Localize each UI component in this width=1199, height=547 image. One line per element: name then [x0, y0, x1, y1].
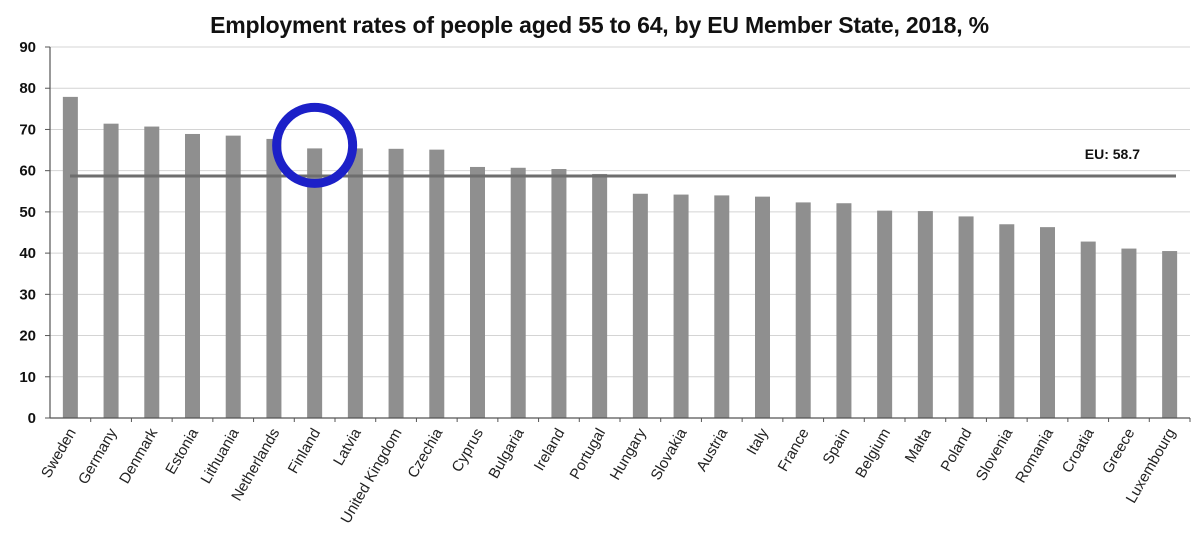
y-tick-labels: 0 10 20 30 40 50 60 70 80 90	[19, 39, 36, 427]
bar	[673, 194, 689, 418]
y-tick-label: 50	[19, 204, 36, 221]
x-tick-label: Lithuania	[198, 425, 243, 487]
bar	[1121, 248, 1137, 418]
bar	[714, 195, 730, 418]
x-tick-label: Croatia	[1059, 425, 1098, 476]
bar	[62, 96, 78, 418]
y-tick-label: 40	[19, 245, 36, 262]
x-tick-label: Poland	[937, 426, 975, 475]
bar	[429, 149, 445, 419]
x-tick-label: Greece	[1099, 426, 1138, 477]
bar	[877, 210, 893, 418]
bar	[551, 169, 567, 418]
gridlines	[50, 46, 1190, 378]
x-tick-label: Germany	[75, 425, 121, 487]
x-tick-label: Cyprus	[448, 426, 486, 476]
y-tick-label: 30	[19, 286, 36, 303]
x-tick-label: Sweden	[38, 426, 80, 481]
bar	[470, 166, 485, 418]
bar	[510, 167, 526, 418]
x-tick-label: Slovenia	[973, 425, 1017, 484]
x-tick-label: Hungary	[607, 425, 650, 483]
x-tick-label: Ireland	[531, 426, 569, 474]
bar	[755, 196, 770, 418]
axes	[45, 46, 1191, 422]
x-tick-label: Slovakia	[647, 425, 690, 483]
reference-line-group: EU: 58.7	[70, 146, 1176, 178]
x-tick-label: Malta	[902, 425, 935, 466]
x-tick-label: Romania	[1012, 425, 1057, 486]
bar	[388, 148, 404, 418]
bar	[307, 148, 323, 418]
eu-average-label: EU: 58.7	[1085, 146, 1140, 162]
x-tick-label: Bulgaria	[485, 425, 528, 482]
bar	[592, 173, 608, 418]
bar	[958, 216, 974, 418]
bar	[1040, 227, 1055, 418]
x-tick-label: Estonia	[162, 425, 202, 477]
y-tick-label: 60	[19, 163, 36, 180]
bar	[632, 193, 648, 418]
bar	[836, 203, 852, 418]
bar	[1162, 251, 1178, 418]
bar	[144, 126, 160, 418]
bar	[266, 138, 282, 419]
bar	[347, 148, 363, 418]
bars	[62, 96, 1178, 419]
x-tick-label: Austria	[693, 425, 731, 474]
y-tick-label: 10	[19, 369, 36, 386]
highlight-circle	[272, 102, 358, 188]
highlight-group	[272, 102, 358, 188]
bar	[1080, 241, 1096, 418]
x-tick-label: Latvia	[330, 425, 365, 469]
x-tick-label: Finland	[285, 426, 324, 477]
bar	[999, 224, 1015, 418]
x-tick-label: France	[775, 426, 813, 475]
x-tick-label: Czechia	[404, 425, 446, 481]
bar	[795, 202, 811, 418]
y-tick-label: 90	[19, 39, 36, 56]
bar	[917, 211, 933, 418]
y-tick-label: 70	[19, 121, 36, 138]
y-tick-label: 20	[19, 328, 36, 345]
x-tick-label: Belgium	[852, 426, 894, 481]
y-tick-label: 0	[28, 410, 36, 427]
x-tick-label: Spain	[819, 426, 853, 468]
x-tick-label: Italy	[743, 425, 772, 458]
x-tick-label: Denmark	[116, 425, 161, 487]
x-tick-label: Portugal	[566, 426, 609, 483]
bar	[225, 135, 241, 418]
y-tick-label: 80	[19, 80, 36, 97]
bar	[103, 123, 119, 418]
bar	[185, 133, 200, 418]
chart-title: Employment rates of people aged 55 to 64…	[210, 12, 989, 38]
